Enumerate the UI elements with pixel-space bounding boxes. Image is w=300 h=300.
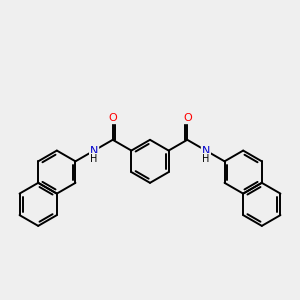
Text: H: H (202, 154, 210, 164)
Text: N: N (202, 146, 210, 156)
Text: O: O (183, 113, 192, 123)
Text: H: H (90, 154, 98, 164)
Text: O: O (108, 113, 117, 123)
Text: N: N (90, 146, 98, 156)
